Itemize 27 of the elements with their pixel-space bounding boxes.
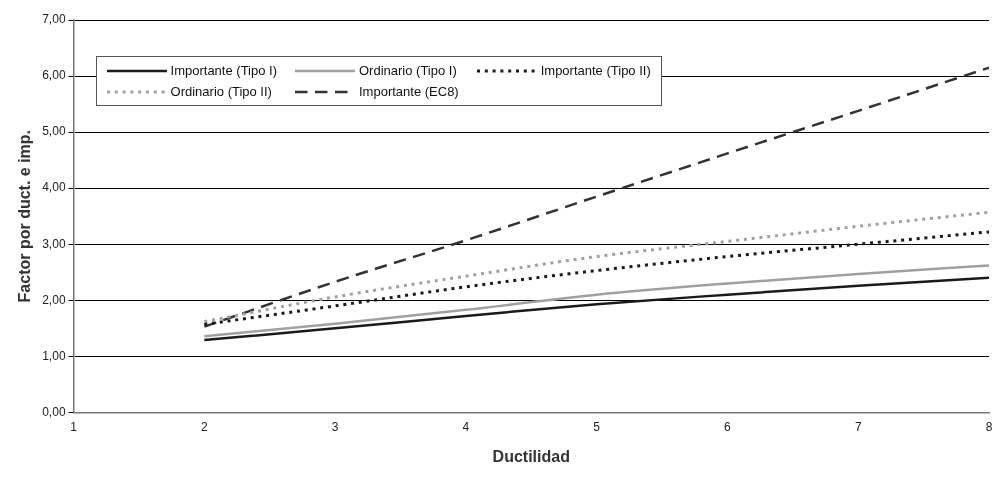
x-tick-label: 2	[200, 419, 208, 434]
y-axis-title: Factor por duct. e imp.	[16, 129, 34, 303]
line-series	[202, 210, 989, 324]
y-tick-label: 5,00	[42, 124, 66, 139]
legend-label: Importante (EC8)	[359, 84, 459, 99]
x-tick-label: 1	[70, 419, 78, 434]
line-series	[202, 230, 989, 326]
legend-label: Importante (Tipo II)	[540, 63, 651, 78]
y-tick-label: 2,00	[42, 292, 66, 307]
x-tick-label: 7	[854, 419, 862, 434]
y-tick-label: 0,00	[42, 404, 66, 419]
line-series	[203, 276, 989, 342]
x-axis-title: Ductilidad	[492, 447, 570, 465]
x-tick-label: 8	[985, 419, 993, 434]
legend-label: Ordinario (Tipo II)	[170, 84, 272, 99]
y-tick-label: 7,00	[42, 12, 66, 27]
x-tick-label: 3	[331, 419, 339, 434]
line-series	[203, 264, 989, 338]
x-tick-label: 6	[724, 419, 732, 434]
y-tick-label: 1,00	[42, 348, 66, 363]
x-tick-label: 4	[462, 419, 470, 434]
y-tick-label: 3,00	[42, 236, 66, 251]
y-tick-label: 4,00	[42, 180, 66, 195]
y-tick-label: 6,00	[42, 68, 66, 83]
legend-label: Importante (Tipo I)	[170, 63, 277, 78]
legend-label: Ordinario (Tipo I)	[359, 63, 457, 78]
x-tick-label: 5	[593, 419, 601, 434]
